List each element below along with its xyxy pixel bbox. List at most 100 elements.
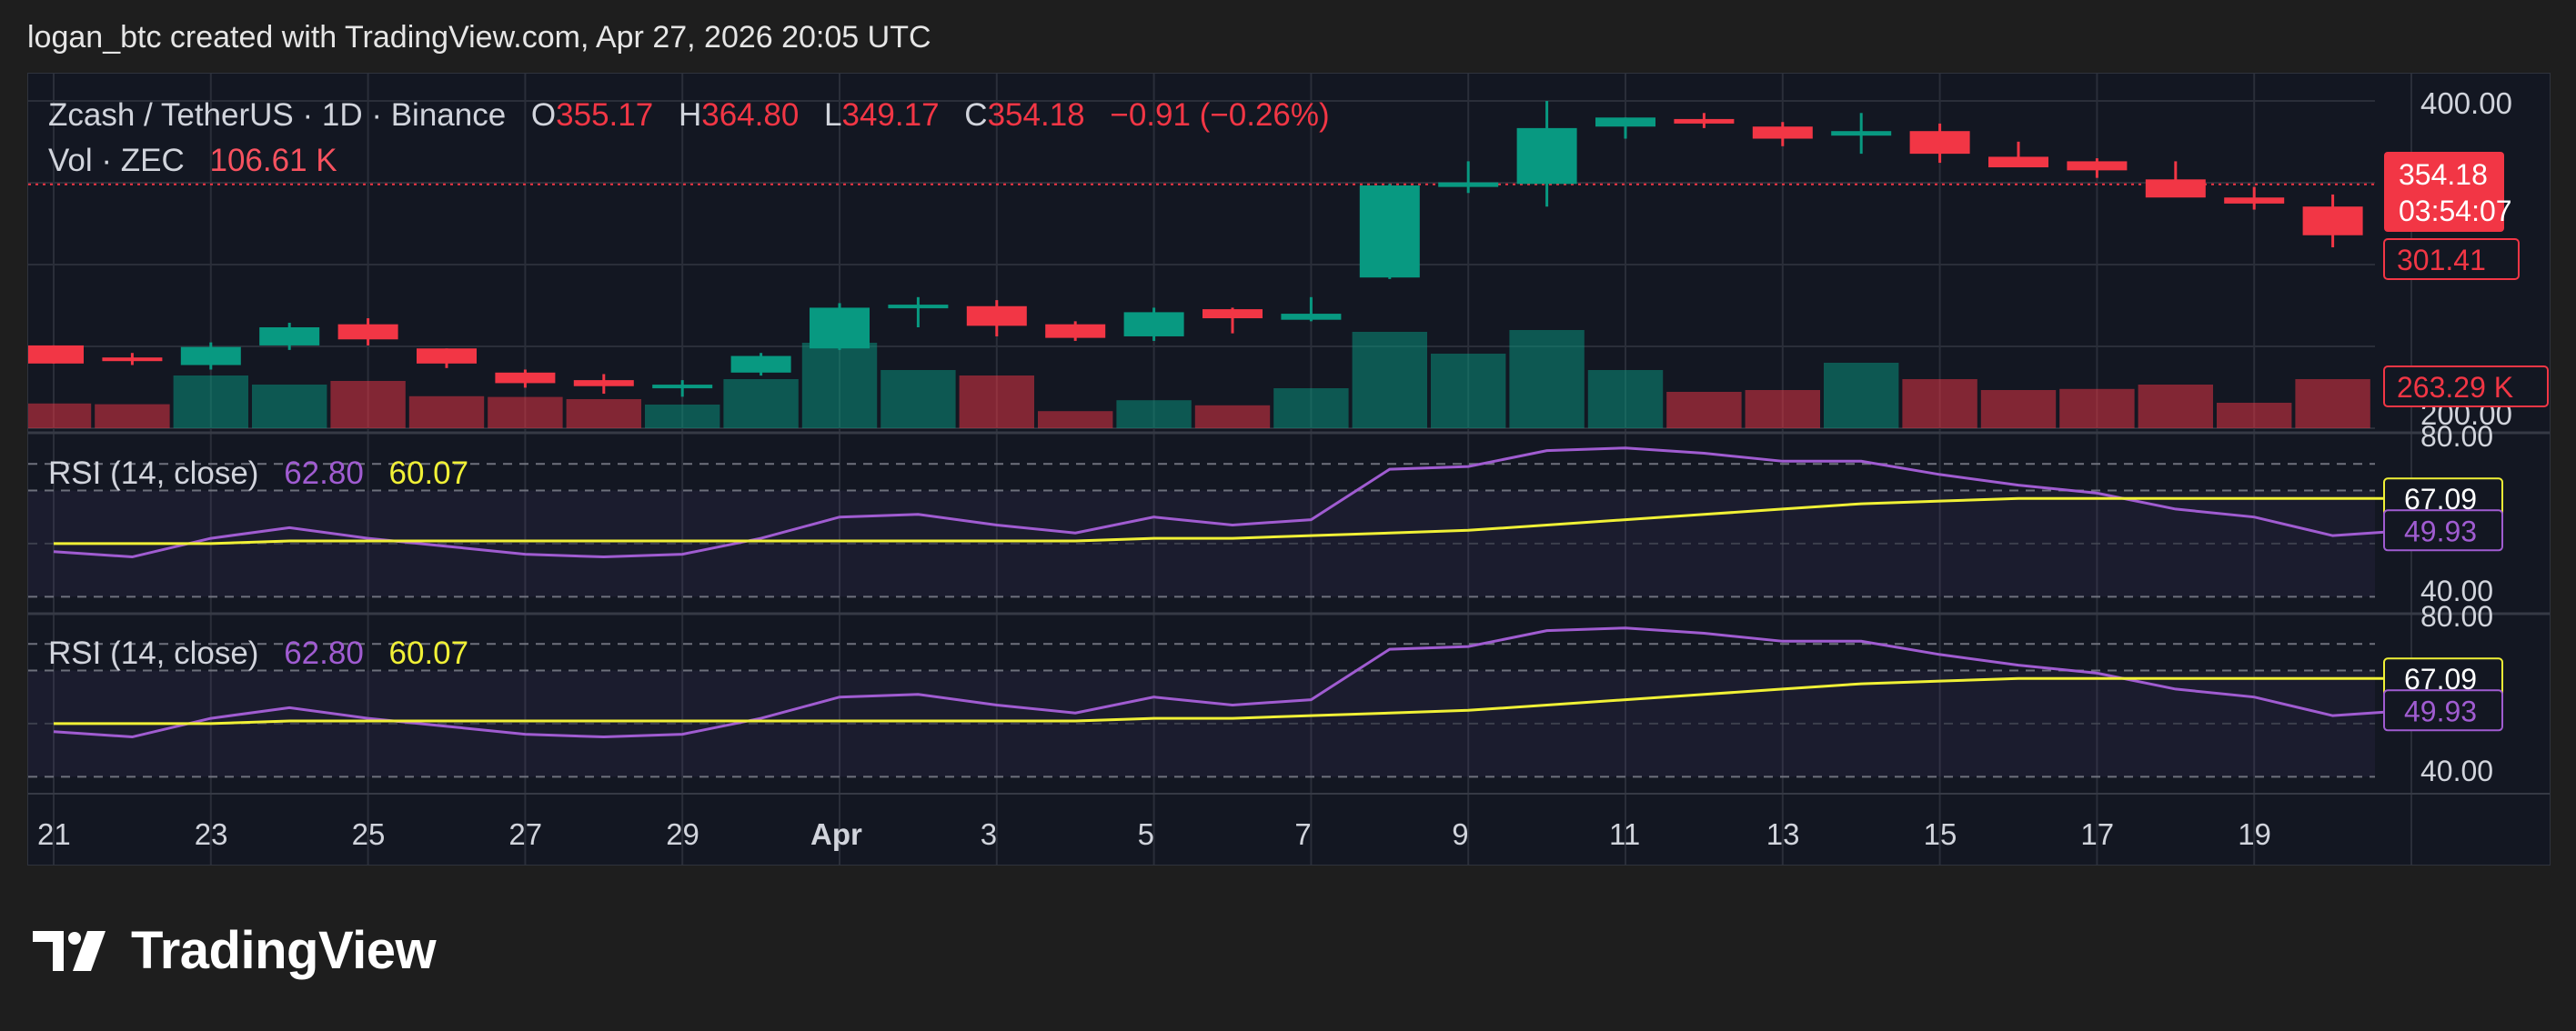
rsi-tag-label: 49.93 [2404,695,2477,727]
time-tick-label: 11 [1609,817,1640,851]
volume-bar [1902,379,1977,428]
volume-legend: Vol · ZEC 106.61 K [48,143,337,179]
time-tick-label: 29 [666,817,699,851]
volume-bar [723,379,799,428]
open-value: 355.17 [556,97,654,133]
rsi-value-1: 62.80 [284,455,364,491]
time-tick-label: 9 [1452,817,1468,851]
price-tick-label: 400.00 [2420,86,2512,120]
candle-body [888,305,949,309]
volume-bar [1116,400,1192,428]
volume-bars [28,330,2370,428]
rsi-line [53,626,2412,739]
symbol-title[interactable]: Zcash / TetherUS · 1D · Binance [48,97,507,133]
marker-price-tag: 301.41 [2383,238,2520,280]
candle-body [1123,312,1184,336]
low-value: 349.17 [841,97,940,133]
change-value: −0.91 (−0.26%) [1110,97,1330,133]
volume-bar [1745,390,1820,428]
time-tick-label: 25 [352,817,386,851]
time-tick-label: 17 [2080,817,2114,851]
rsi-tag-label: 49.93 [2404,515,2477,547]
candle-body [1045,324,1106,338]
candle-body [573,380,634,386]
time-tick-label: 27 [508,817,542,851]
volume-marker-tag: 263.29 K [2383,365,2549,407]
volume-bar [173,375,248,428]
volume-value: 106.61 K [209,143,337,178]
volume-bar [1431,354,1506,428]
rsi-ma-line [54,496,2411,546]
rsi-tag-box [2383,689,2503,732]
candle-body [1909,131,1970,155]
rsi-tag-box [2383,509,2503,552]
volume-bar [645,405,720,428]
tradingview-brand: TradingView [131,921,437,980]
close-label: C [964,97,988,133]
tradingview-logo[interactable]: TradingView [33,920,437,981]
low-label: L [824,97,842,133]
volume-bar [1666,392,1742,428]
volume-bar [1587,370,1664,428]
candle-body [1831,131,1892,136]
volume-bar [1194,405,1271,428]
time-axis: 21 23 25 27 29 Apr 3 5 7 9 11 13 15 17 19 [37,817,2271,851]
last-price-label: 354.18 [2399,158,2488,191]
candle-body [1988,156,2048,168]
rsi-ma-line [54,676,2411,726]
volume-bar [95,404,170,428]
attribution-text: logan_btc created with TradingView.com, … [27,20,931,55]
rsi-tick-label: 80.00 [2420,600,2493,633]
volume-bar [2059,388,2135,428]
close-value: 354.18 [987,97,1085,133]
high-label: H [678,97,702,133]
last-price-box [2384,152,2504,232]
rsi-legend-1: RSI (14, close) 62.80 60.07 [48,455,468,492]
price-legend: Zcash / TetherUS · 1D · Binance O355.17 … [48,97,1330,134]
volume-marker-box [2383,365,2549,407]
candle-body [652,385,713,389]
time-tick-label: 23 [195,817,228,851]
rsi-line [53,446,2412,559]
candle-body [1281,314,1342,320]
rsi-ma-value-2: 60.07 [388,636,469,671]
candle-body [810,307,870,349]
volume-bar [1038,411,1113,428]
volume-bar [1824,363,1899,428]
candle-body [259,327,320,345]
volume-bar [2138,385,2213,428]
tradingview-logo-icon [33,930,106,971]
time-tick-label: 19 [2238,817,2271,851]
last-price-tag: 354.18 03:54:07 [2384,152,2512,232]
volume-bar [1352,332,1427,428]
volume-bar [959,375,1034,428]
rsi-title-1[interactable]: RSI (14, close) [48,455,259,491]
candle-body [417,348,477,364]
time-tick-label: Apr [810,817,862,851]
volume-bar [330,381,406,428]
time-tick-label: 3 [981,817,997,851]
time-tick-label: 5 [1138,817,1154,851]
volume-bar [1509,330,1585,428]
rsi-ma-value-1: 60.07 [388,455,469,491]
rsi-title-2[interactable]: RSI (14, close) [48,636,259,671]
candle-body [495,372,556,384]
volume-bar [408,395,485,428]
candles [28,101,2363,397]
time-tick-label: 15 [1924,817,1957,851]
candle-body [1674,118,1735,124]
rsi-value-2: 62.80 [284,636,364,671]
candle-body [1595,117,1655,127]
candle-body [2302,206,2363,235]
marker-price-label: 301.41 [2397,244,2486,276]
volume-bar [801,343,878,428]
rsi-tick-label: 40.00 [2420,575,2493,607]
chart-frame[interactable]: 400.00 200.00 354.18 03:54:07 301.41 263.29 K… [27,73,2551,866]
candle-body [1516,127,1577,185]
volume-bar [2217,403,2292,428]
rsi-tick-label: 40.00 [2420,755,2493,787]
volume-label[interactable]: Vol · ZEC [48,143,185,178]
